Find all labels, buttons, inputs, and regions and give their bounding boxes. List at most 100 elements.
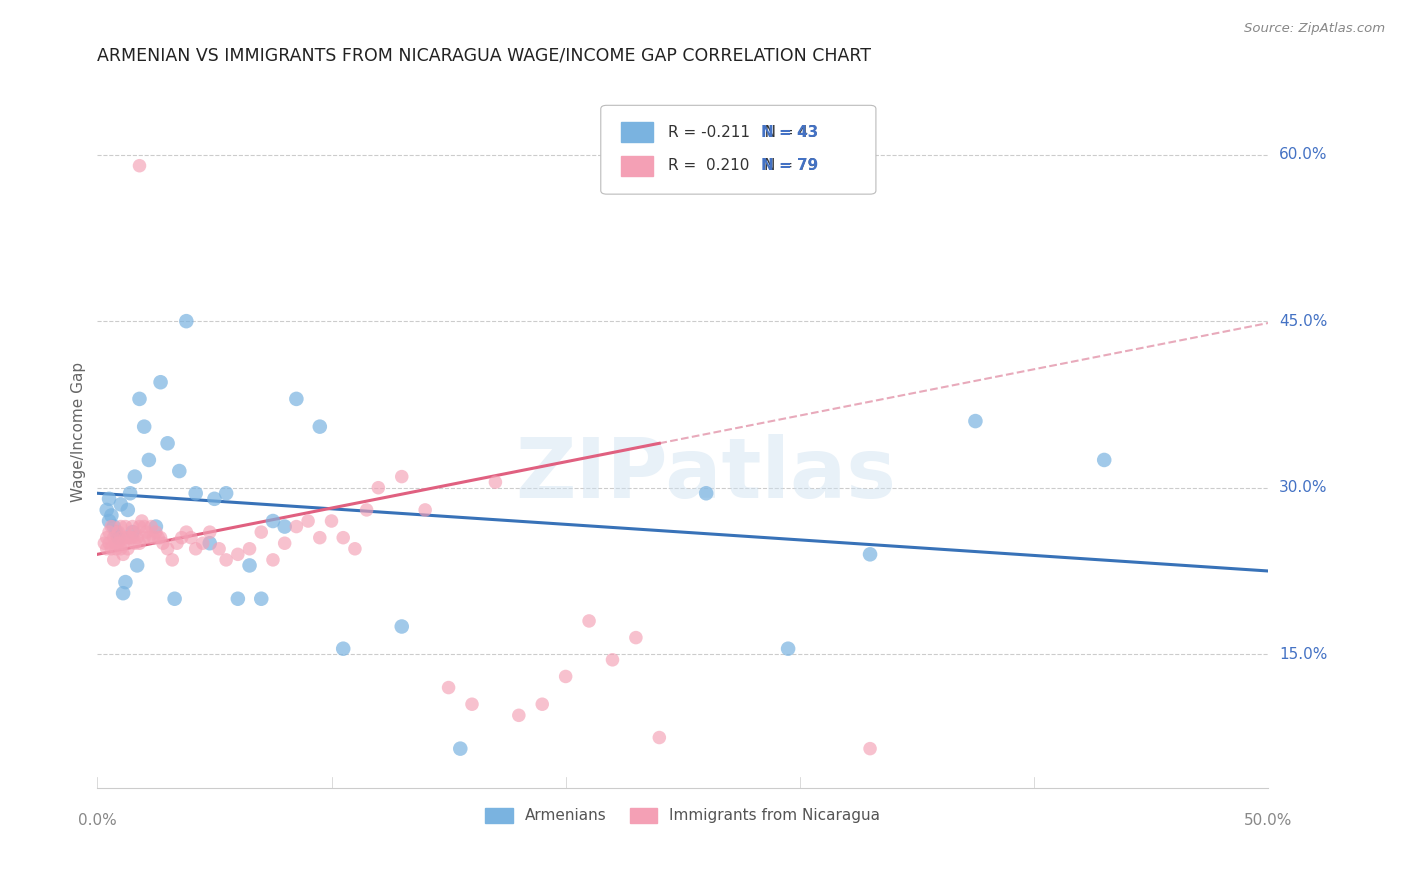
Point [262, 514, 284, 528]
Point [297, 514, 319, 528]
Point [859, 547, 882, 561]
Point [107, 525, 129, 540]
Point [103, 531, 125, 545]
Point [142, 531, 165, 545]
Point [648, 731, 671, 745]
Point [100, 541, 122, 556]
Point [114, 575, 136, 590]
Point [100, 519, 122, 533]
Point [208, 541, 231, 556]
Point [103, 519, 125, 533]
Point [105, 541, 128, 556]
Point [191, 536, 214, 550]
Point [367, 481, 389, 495]
Point [124, 536, 146, 550]
Point [149, 376, 172, 390]
Point [105, 536, 128, 550]
Point [170, 531, 193, 545]
Point [262, 553, 284, 567]
Point [332, 531, 354, 545]
Point [134, 531, 156, 545]
Point [859, 741, 882, 756]
Point [120, 486, 142, 500]
Point [105, 525, 128, 540]
Point [391, 469, 413, 483]
Bar [620, 156, 654, 176]
Point [578, 614, 600, 628]
Point [100, 508, 122, 523]
Point [120, 531, 142, 545]
Point [110, 541, 132, 556]
Point [332, 641, 354, 656]
Point [156, 436, 179, 450]
Point [96, 503, 118, 517]
Point [461, 697, 484, 711]
Point [127, 531, 149, 545]
Point [624, 631, 647, 645]
Point [112, 536, 135, 550]
Point [107, 536, 129, 550]
Point [238, 541, 260, 556]
Bar [620, 122, 654, 142]
Point [117, 531, 139, 545]
Point [103, 553, 125, 567]
Point [98, 491, 121, 506]
Point [114, 531, 136, 545]
Point [484, 475, 506, 490]
Point [285, 519, 308, 533]
Legend: Armenians, Immigrants from Nicaragua: Armenians, Immigrants from Nicaragua [479, 802, 886, 830]
Text: ARMENIAN VS IMMIGRANTS FROM NICARAGUA WAGE/INCOME GAP CORRELATION CHART: ARMENIAN VS IMMIGRANTS FROM NICARAGUA WA… [97, 46, 872, 64]
Point [128, 519, 150, 533]
Point [449, 741, 471, 756]
Text: N = 79: N = 79 [761, 158, 818, 173]
Point [148, 531, 170, 545]
Point [96, 531, 118, 545]
Point [308, 419, 330, 434]
Point [437, 681, 460, 695]
Text: R =  0.210   N = 79: R = 0.210 N = 79 [668, 158, 817, 173]
Point [285, 392, 308, 406]
Point [180, 531, 202, 545]
Point [226, 547, 249, 561]
Point [138, 453, 160, 467]
Point [131, 514, 153, 528]
Point [273, 536, 295, 550]
Text: 15.0%: 15.0% [1279, 647, 1327, 662]
Point [356, 503, 378, 517]
Point [166, 536, 188, 550]
Point [117, 541, 139, 556]
Point [124, 525, 146, 540]
Point [215, 553, 238, 567]
Point [238, 558, 260, 573]
Point [112, 547, 135, 561]
Point [128, 392, 150, 406]
Text: 30.0%: 30.0% [1279, 480, 1327, 495]
Point [184, 541, 207, 556]
Point [128, 159, 150, 173]
Point [250, 591, 273, 606]
Point [169, 464, 191, 478]
Point [152, 536, 174, 550]
Point [965, 414, 987, 428]
Y-axis label: Wage/Income Gap: Wage/Income Gap [72, 362, 86, 502]
Point [121, 519, 143, 533]
Text: ZIPatlas: ZIPatlas [516, 434, 897, 516]
Point [176, 525, 198, 540]
Point [391, 619, 413, 633]
Point [145, 525, 167, 540]
Text: N = 43: N = 43 [761, 125, 818, 140]
Point [138, 531, 160, 545]
Point [145, 519, 167, 533]
Point [156, 541, 179, 556]
Point [198, 536, 221, 550]
Point [226, 591, 249, 606]
Point [114, 519, 136, 533]
Point [110, 497, 132, 511]
Point [98, 514, 121, 528]
FancyBboxPatch shape [600, 105, 876, 194]
Point [134, 519, 156, 533]
Point [121, 525, 143, 540]
Point [343, 541, 366, 556]
Text: Source: ZipAtlas.com: Source: ZipAtlas.com [1244, 22, 1385, 36]
Point [508, 708, 530, 723]
